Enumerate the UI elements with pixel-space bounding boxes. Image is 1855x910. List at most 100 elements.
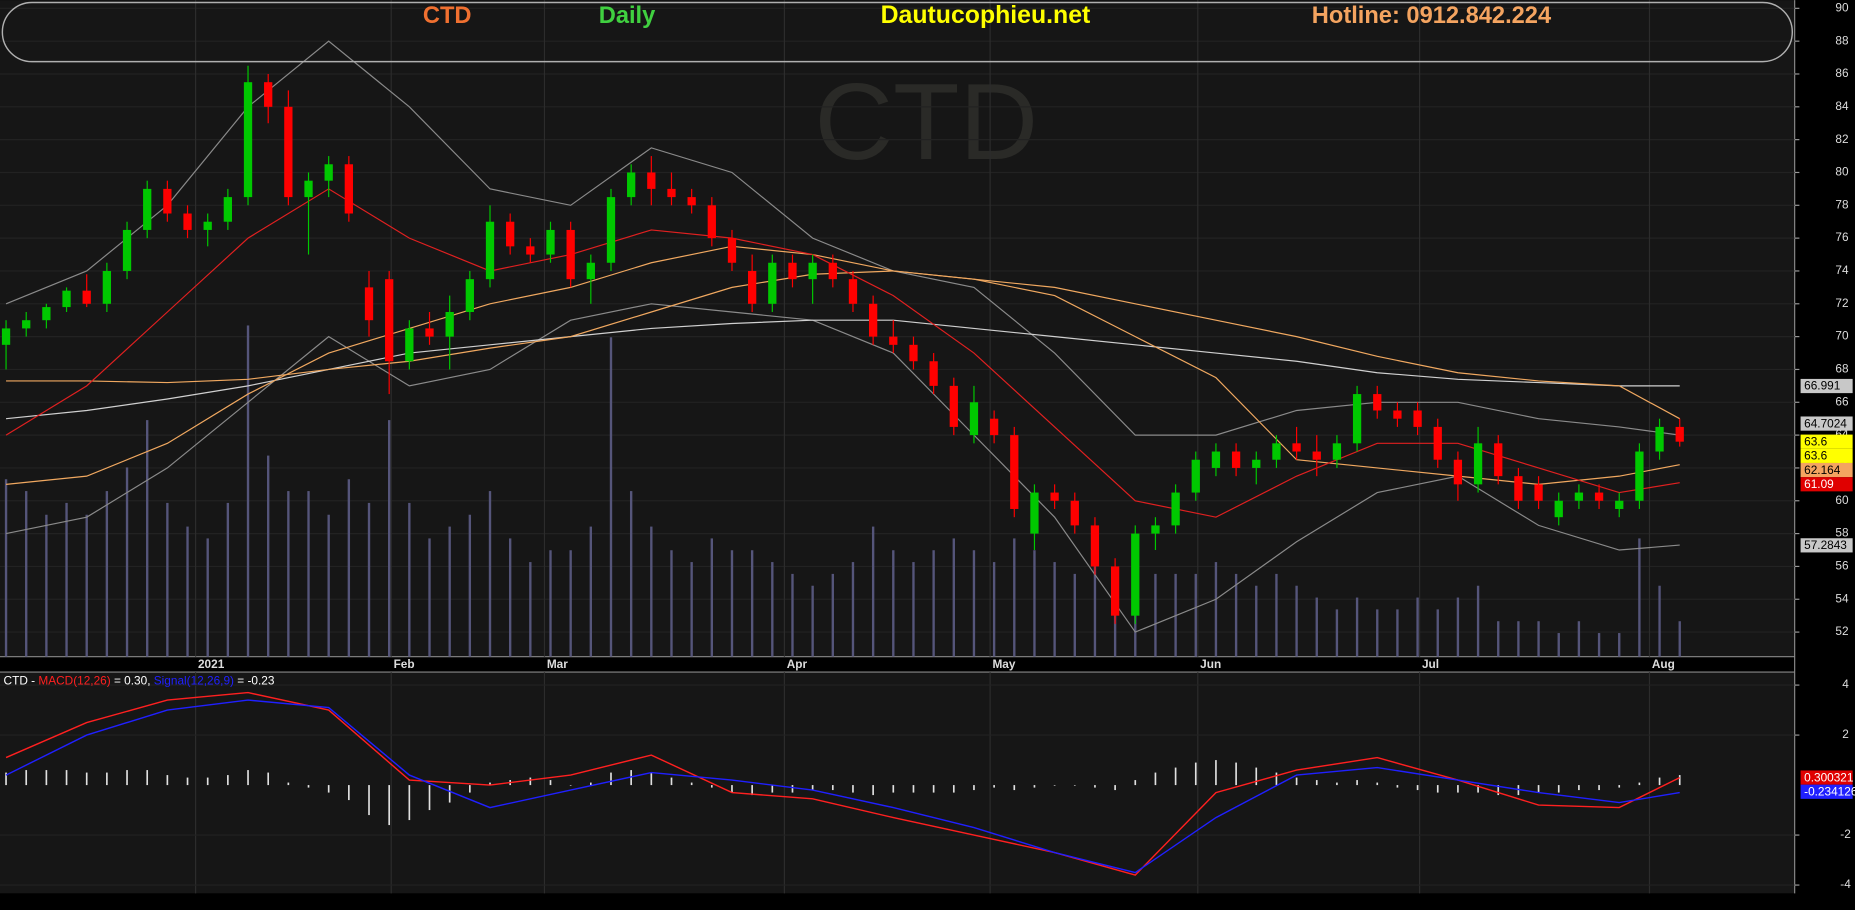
- volume-bar: [1537, 621, 1540, 657]
- macd-histogram-bar: [529, 777, 532, 786]
- volume-bar: [569, 550, 572, 657]
- macd-histogram-bar: [952, 785, 955, 793]
- volume-bar: [589, 526, 593, 657]
- price-tag: [1800, 378, 1853, 394]
- macd-histogram-bar: [307, 785, 310, 788]
- candle-body: [1675, 426, 1684, 442]
- volume-bar: [146, 420, 149, 657]
- macd-histogram-bar: [932, 785, 935, 793]
- macd-histogram-bar: [327, 785, 330, 793]
- volume-bar: [1436, 609, 1439, 657]
- macd-histogram-bar: [1678, 775, 1681, 786]
- macd-histogram-bar: [166, 775, 169, 786]
- volume-bar: [1315, 597, 1318, 657]
- x-tick-label: Mar: [547, 657, 568, 671]
- x-tick-label: 2021: [198, 657, 225, 671]
- macd-histogram-bar: [993, 785, 995, 788]
- macd-histogram-bar: [1114, 785, 1116, 791]
- candle-body: [1594, 492, 1604, 501]
- price-tag-label: 63.6: [1804, 449, 1827, 463]
- macd-histogram-bar: [831, 785, 834, 791]
- volume-bar: [529, 562, 532, 657]
- macd-histogram-bar: [1376, 782, 1379, 786]
- volume-bar: [1638, 538, 1641, 657]
- macd-histogram-bar: [811, 785, 814, 791]
- macd-histogram-bar: [892, 785, 895, 793]
- volume-bar: [791, 573, 794, 657]
- price-tag: [1800, 538, 1853, 553]
- macd-histogram-bar: [1154, 772, 1157, 786]
- macd-histogram-bar: [368, 785, 370, 816]
- candle-body: [1332, 443, 1342, 460]
- price-tag-label: 0.300321: [1804, 770, 1853, 784]
- volume-bar: [387, 420, 391, 657]
- candle-body: [1514, 476, 1523, 501]
- candle-body: [647, 172, 656, 189]
- volume-bar: [1517, 621, 1520, 657]
- macd-histogram-bar: [1618, 785, 1621, 788]
- candle-body: [445, 312, 454, 337]
- volume-bar: [327, 514, 330, 657]
- legend-part: = 0.30,: [111, 674, 154, 688]
- candle-body: [1131, 533, 1140, 616]
- volume-bar: [1476, 585, 1480, 657]
- macd-histogram-bar: [287, 782, 290, 786]
- macd-histogram-bar: [5, 772, 7, 786]
- volume-bar: [690, 562, 693, 657]
- macd-histogram-bar: [1477, 785, 1479, 793]
- volume-bar: [1557, 633, 1560, 657]
- volume-bar: [750, 550, 754, 657]
- candle-body: [1554, 500, 1563, 518]
- volume-bar: [811, 585, 814, 657]
- candle-body: [667, 188, 676, 198]
- y-tick-label: 68: [1835, 362, 1849, 376]
- macd-histogram-bar: [751, 785, 753, 796]
- candle-body: [1252, 459, 1261, 468]
- macd-histogram-bar: [206, 777, 209, 786]
- macd-panel: [0, 672, 1795, 894]
- volume-bar: [4, 479, 8, 657]
- volume-bar: [831, 573, 834, 657]
- macd-histogram-bar: [1497, 785, 1500, 796]
- volume-bar: [851, 562, 855, 657]
- macd-legend: CTD - MACD(12,26) = 0.30, Signal(12,26,9…: [4, 674, 275, 688]
- volume-bar: [226, 502, 230, 657]
- x-tick-label: Jun: [1200, 657, 1221, 671]
- volume-bar: [670, 550, 673, 657]
- volume-bar: [347, 479, 351, 657]
- candle-body: [1292, 443, 1301, 452]
- volume-bar: [609, 337, 613, 657]
- macd-histogram-bar: [549, 780, 552, 786]
- candle-body: [788, 262, 797, 280]
- candle-body: [627, 172, 636, 198]
- candle-body: [1534, 484, 1543, 501]
- volume-bar: [650, 526, 653, 657]
- y-tick-label: 66: [1835, 394, 1849, 408]
- macd-histogram-bar: [610, 772, 612, 786]
- macd-histogram-bar: [690, 782, 693, 786]
- y-tick-label: 88: [1835, 33, 1849, 47]
- volume-bar: [1295, 585, 1298, 657]
- candle-body: [1211, 451, 1221, 468]
- y-tick-label: 70: [1835, 329, 1849, 343]
- macd-histogram-bar: [1194, 762, 1197, 786]
- hotline: Hotline: 0912.842.224: [1312, 3, 1552, 29]
- volume-bar: [892, 550, 895, 657]
- volume-bar: [85, 514, 88, 657]
- x-tick-label: Aug: [1652, 657, 1675, 671]
- macd-histogram-bar: [872, 785, 874, 796]
- y-tick-label: -4: [1840, 877, 1851, 891]
- y-tick-label: -2: [1840, 827, 1851, 841]
- price-tag-label: 66.991: [1804, 379, 1840, 393]
- price-tag: [1800, 770, 1853, 785]
- candle-body: [1272, 443, 1281, 460]
- volume-bar: [488, 491, 492, 657]
- candle-body: [1110, 566, 1120, 616]
- candle-body: [1, 328, 11, 345]
- volume-bar: [1355, 597, 1359, 657]
- candle-body: [1050, 492, 1059, 501]
- candle-body: [1635, 451, 1644, 501]
- y-tick-label: 58: [1835, 526, 1849, 540]
- price-tag-label: -0.234126: [1804, 784, 1855, 798]
- x-tick-label: Apr: [787, 657, 808, 671]
